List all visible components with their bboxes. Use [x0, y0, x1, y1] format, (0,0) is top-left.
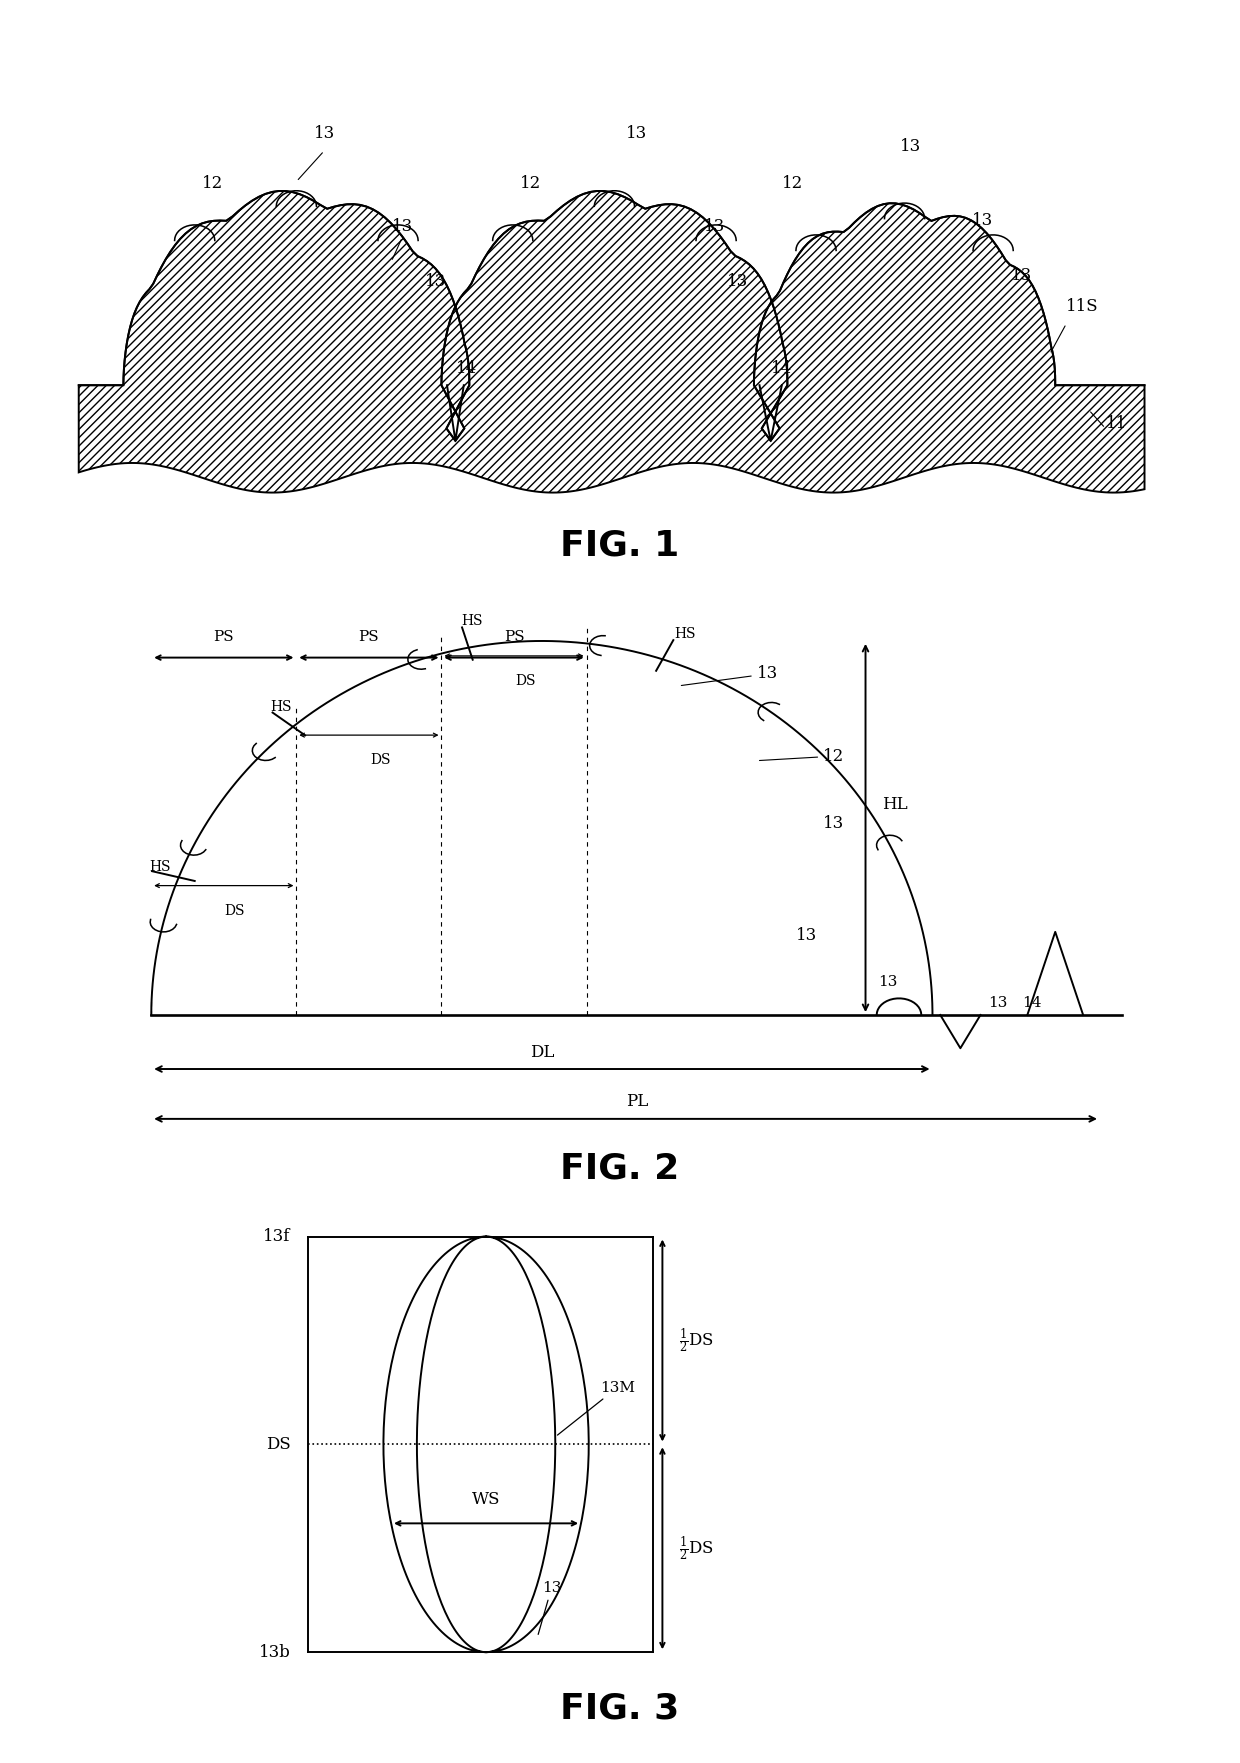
Text: 13: 13 [681, 665, 777, 686]
Polygon shape [79, 190, 1145, 492]
Text: 13: 13 [899, 138, 921, 155]
Text: 13f: 13f [263, 1229, 291, 1245]
Text: PS: PS [358, 629, 379, 643]
Text: HL: HL [883, 797, 908, 813]
Text: $\mathregular{\frac{1}{2}}$DS: $\mathregular{\frac{1}{2}}$DS [680, 1326, 714, 1354]
Text: 13: 13 [704, 219, 725, 234]
Text: FIG. 1: FIG. 1 [560, 529, 680, 562]
Text: 13b: 13b [259, 1643, 291, 1661]
Text: 13: 13 [823, 815, 844, 832]
Text: 13: 13 [425, 273, 446, 291]
Text: DS: DS [224, 904, 246, 919]
Text: 11: 11 [1106, 416, 1127, 432]
Text: 13: 13 [727, 273, 748, 291]
Text: HS: HS [675, 628, 696, 642]
Text: 13: 13 [392, 219, 413, 234]
Text: WS: WS [472, 1491, 500, 1507]
Text: 13: 13 [314, 125, 335, 143]
Text: 14: 14 [771, 360, 792, 377]
Text: 13: 13 [796, 927, 817, 945]
Text: DS: DS [267, 1435, 291, 1453]
Text: 14: 14 [1022, 996, 1042, 1010]
Text: 13: 13 [538, 1581, 562, 1634]
Text: 14: 14 [456, 360, 477, 377]
Text: 12: 12 [202, 175, 223, 192]
Text: DS: DS [370, 753, 391, 767]
Text: PS: PS [503, 629, 525, 643]
Text: HS: HS [461, 614, 482, 628]
Text: PL: PL [626, 1093, 647, 1111]
Text: PS: PS [213, 629, 234, 643]
Text: 13: 13 [972, 212, 993, 229]
Text: DL: DL [529, 1044, 554, 1061]
Text: DS: DS [515, 673, 536, 688]
Text: 13: 13 [1011, 268, 1033, 284]
Text: 13M: 13M [558, 1380, 635, 1435]
Text: 12: 12 [520, 175, 542, 192]
Text: 12: 12 [759, 748, 844, 765]
Text: 11S: 11S [1066, 298, 1099, 316]
Text: FIG. 2: FIG. 2 [560, 1151, 680, 1186]
Text: $\mathregular{\frac{1}{2}}$DS: $\mathregular{\frac{1}{2}}$DS [680, 1534, 714, 1562]
Text: HS: HS [149, 860, 171, 874]
Text: 13: 13 [988, 996, 1008, 1010]
Text: HS: HS [270, 700, 293, 714]
Text: 12: 12 [782, 175, 804, 192]
Text: 13: 13 [626, 125, 647, 143]
Text: FIG. 3: FIG. 3 [560, 1692, 680, 1726]
Text: 13: 13 [878, 975, 898, 989]
